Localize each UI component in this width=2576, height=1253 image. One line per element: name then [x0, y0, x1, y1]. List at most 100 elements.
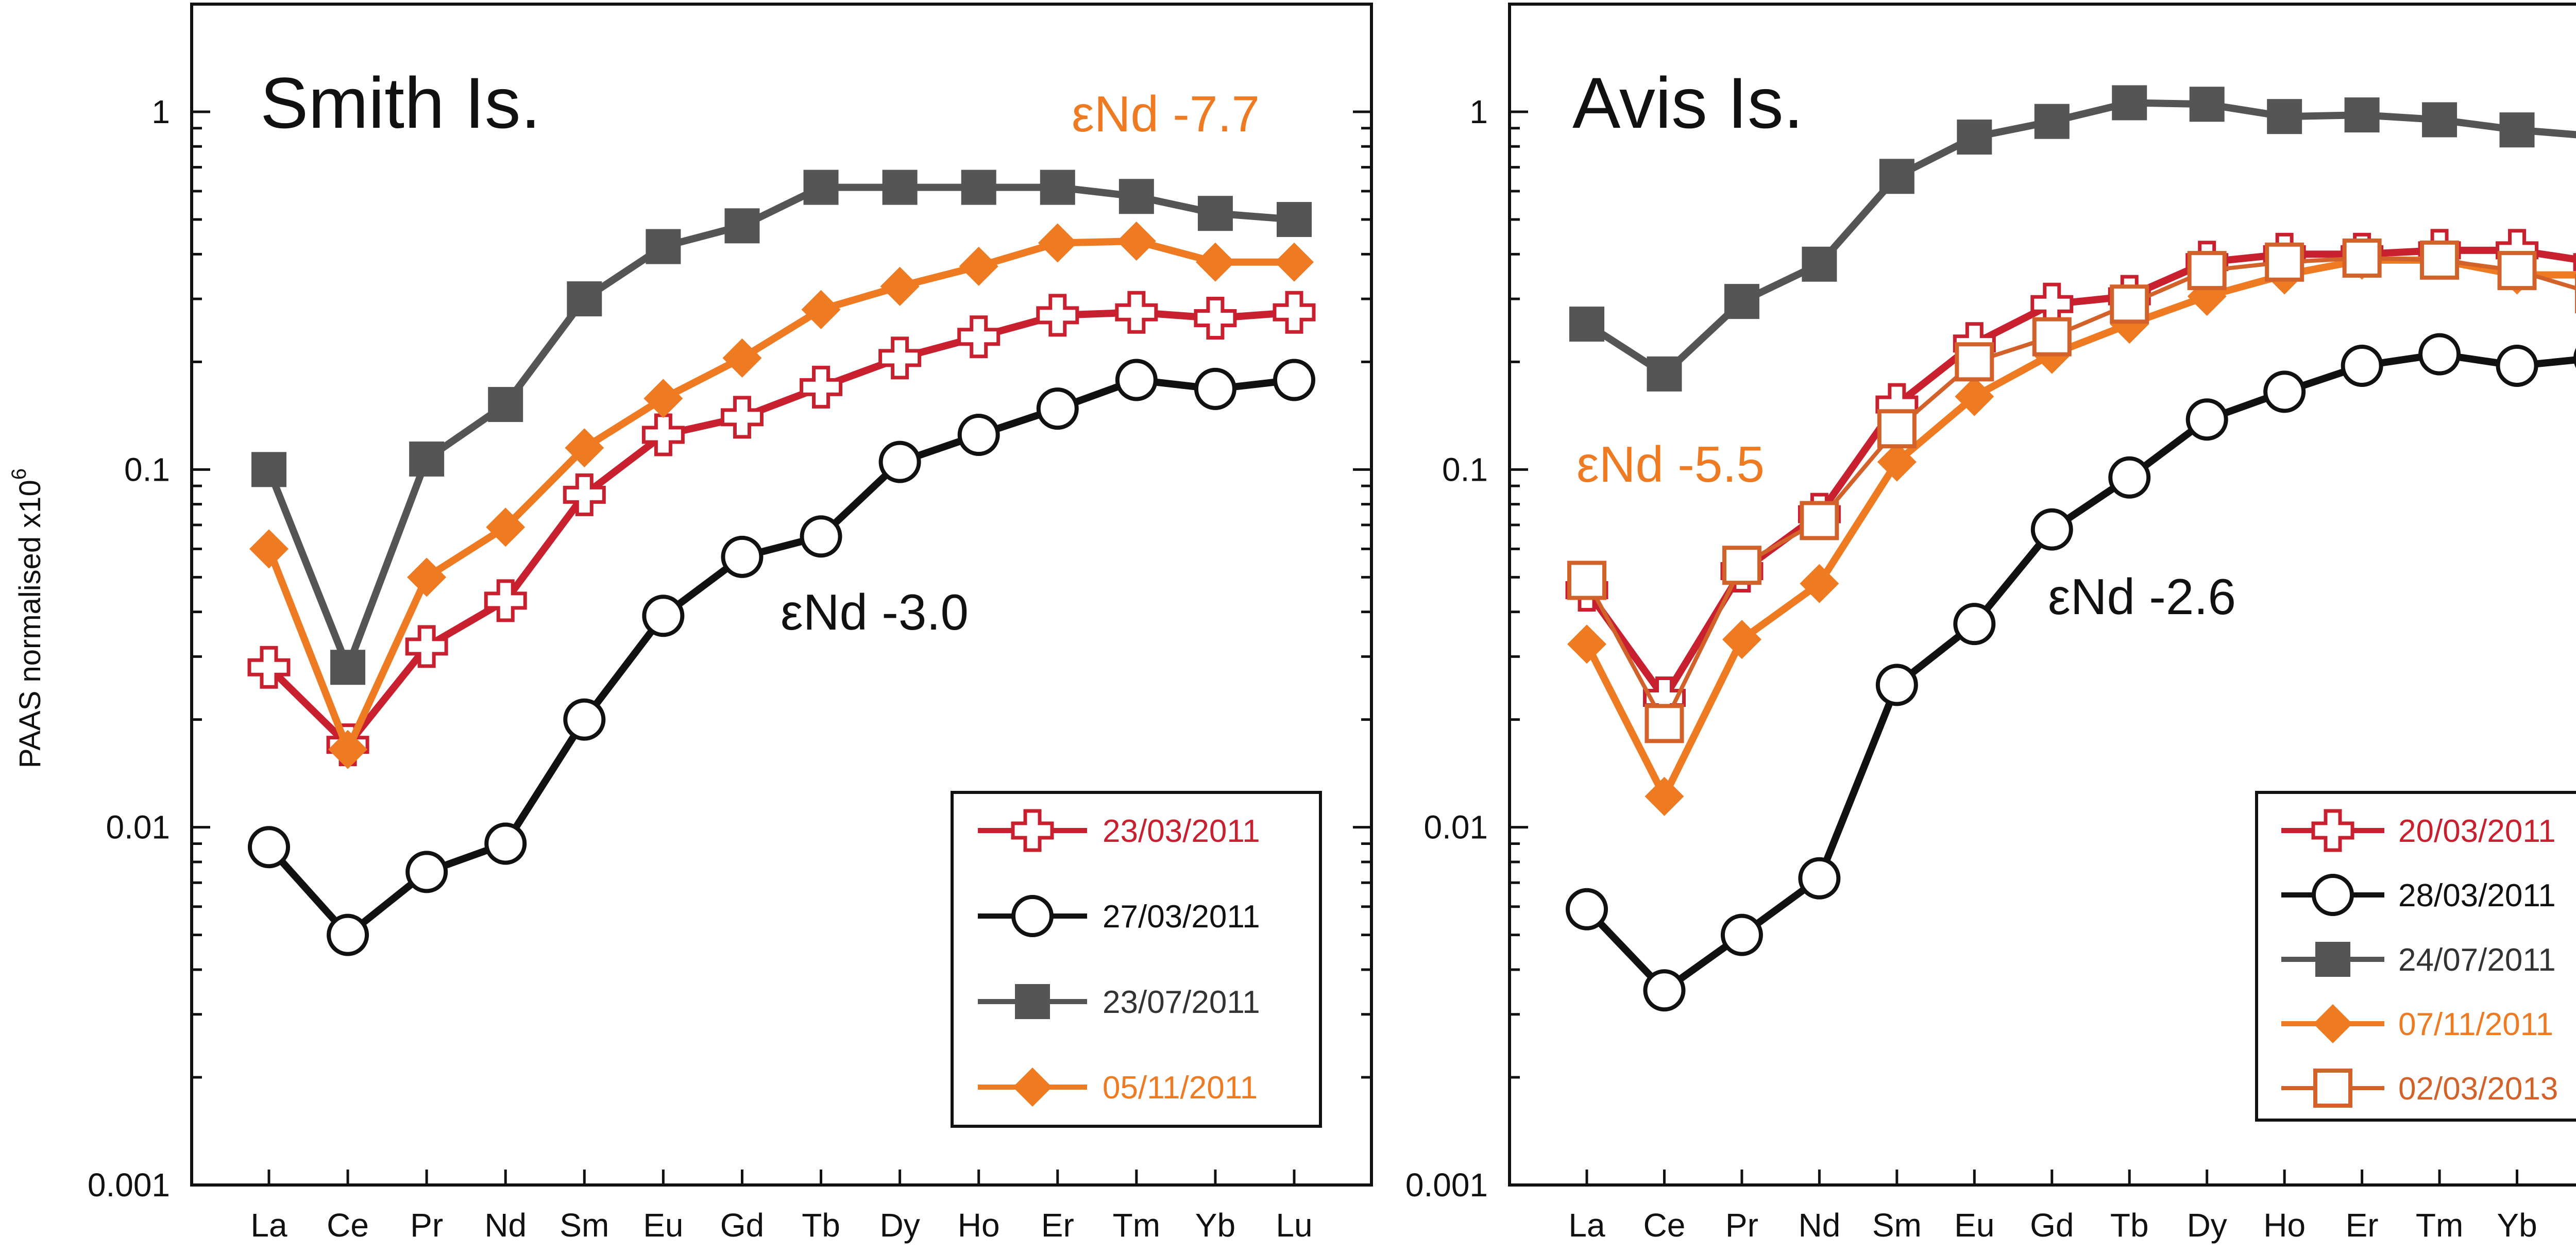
- data-point: [961, 170, 996, 205]
- data-point: [959, 246, 998, 286]
- data-point: [646, 229, 681, 264]
- data-point: [1273, 359, 1315, 401]
- data-point: [800, 365, 843, 409]
- series-23-07-2011: [251, 170, 1312, 685]
- data-point: [1724, 284, 1759, 319]
- legend-marker: [1015, 984, 1050, 1019]
- x-tick-label-tm: Tm: [2416, 1207, 2463, 1244]
- legend-label: 02/03/2013: [2398, 1071, 2558, 1107]
- legend-label: 07/11/2011: [2398, 1007, 2553, 1042]
- data-point: [2497, 251, 2537, 291]
- legend-marker: [2312, 874, 2354, 916]
- y-axis-label-exponent: 6: [8, 468, 30, 480]
- series-05-11-2011: [249, 222, 1314, 769]
- legend-entry: 07/11/2011: [2281, 1004, 2553, 1043]
- legend-marker: [2313, 1004, 2352, 1043]
- x-tick-label-dy: Dy: [880, 1207, 920, 1244]
- data-point: [1118, 179, 1154, 214]
- data-point: [563, 698, 606, 741]
- x-tick-label-gd: Gd: [720, 1207, 764, 1244]
- legend-box: [951, 791, 1322, 1128]
- plot-frame: [190, 3, 1373, 1187]
- data-point: [1722, 546, 1761, 585]
- x-tick-label-ce: Ce: [1643, 1207, 1686, 1244]
- data-point: [2112, 85, 2147, 121]
- data-point: [1197, 196, 1233, 231]
- data-point: [882, 170, 918, 205]
- x-tick-label-eu: Eu: [1954, 1207, 1994, 1244]
- data-point: [880, 266, 920, 306]
- data-point: [2499, 112, 2535, 148]
- data-point: [1955, 377, 1994, 416]
- data-point: [803, 170, 839, 205]
- data-point: [249, 529, 289, 569]
- end-annotation: εNd -3.0: [781, 584, 969, 640]
- x-tick-label-er: Er: [1041, 1207, 1074, 1244]
- x-tick-label-lu: Lu: [1276, 1207, 1312, 1244]
- legend-label: 27/03/2011: [1103, 899, 1260, 935]
- data-point: [1875, 664, 1918, 706]
- data-point: [2189, 87, 2225, 122]
- legend: 23/03/2011 27/03/2011 23/07/2011 05/11/2011: [951, 791, 1322, 1128]
- y-tick-label: 0.1: [1442, 451, 1488, 488]
- x-tick-label-sm: Sm: [1872, 1207, 1922, 1244]
- data-point: [1953, 603, 1996, 646]
- data-point: [1115, 359, 1158, 401]
- y-tick-label: 0.001: [1405, 1166, 1488, 1204]
- data-point: [1040, 170, 1075, 205]
- x-tick-label-dy: Dy: [2187, 1207, 2227, 1244]
- data-point: [720, 396, 764, 439]
- legend-marker: [2311, 809, 2354, 852]
- x-tick-label-tb: Tb: [2110, 1207, 2149, 1244]
- data-point: [486, 507, 526, 547]
- y-tick-label: 0.01: [106, 809, 170, 846]
- data-point: [1647, 356, 1682, 392]
- data-point: [2108, 456, 2151, 499]
- legend-entry: 23/07/2011: [978, 984, 1260, 1020]
- data-point: [2422, 102, 2458, 138]
- data-point: [1877, 442, 1917, 482]
- data-point: [330, 650, 366, 685]
- data-point: [878, 441, 921, 483]
- data-point: [721, 535, 764, 578]
- series-28-03-2011: [1566, 333, 2576, 1012]
- x-tick-label-la: La: [1568, 1207, 1605, 1244]
- data-point: [484, 822, 527, 865]
- data-point: [1645, 776, 1684, 816]
- data-point: [2342, 238, 2382, 278]
- y-tick-label: 1: [151, 93, 170, 130]
- data-point: [2418, 333, 2461, 376]
- x-tick-label-ce: Ce: [327, 1207, 369, 1244]
- data-point: [1957, 120, 1992, 155]
- legend-marker: [2315, 942, 2350, 977]
- data-point: [1116, 222, 1156, 261]
- data-point: [1275, 242, 1314, 282]
- legend-entry: 27/03/2011: [978, 895, 1260, 937]
- data-point: [1802, 246, 1837, 282]
- data-point: [1194, 367, 1236, 410]
- data-point: [1566, 888, 1608, 930]
- x-tick-label-er: Er: [2346, 1207, 2379, 1244]
- plot-frame: [1508, 3, 2576, 1187]
- data-point: [563, 473, 606, 516]
- y-axis-label: PAAS normalised x106: [8, 468, 47, 768]
- x-tick-label-eu: Eu: [643, 1207, 683, 1244]
- data-point: [2187, 251, 2227, 291]
- data-point: [1277, 202, 1312, 238]
- legend-entry: 23/03/2011: [978, 809, 1260, 852]
- data-point: [2263, 370, 2306, 413]
- data-point: [1036, 387, 1079, 430]
- x-tick-label-yb: Yb: [1195, 1207, 1235, 1244]
- x-tick-label-tm: Tm: [1113, 1207, 1160, 1244]
- series-23-03-2011: [247, 291, 1316, 767]
- data-point: [642, 595, 685, 637]
- data-point: [405, 851, 448, 893]
- data-point: [641, 413, 685, 456]
- legend-label: 24/07/2011: [2398, 942, 2556, 978]
- legend-label: 23/03/2011: [1103, 814, 1260, 849]
- x-tick-label-yb: Yb: [2497, 1207, 2537, 1244]
- end-annotation: εNd -2.6: [2048, 568, 2236, 625]
- data-point: [1643, 969, 1686, 1012]
- data-point: [247, 646, 291, 689]
- legend-marker: [1011, 895, 1054, 937]
